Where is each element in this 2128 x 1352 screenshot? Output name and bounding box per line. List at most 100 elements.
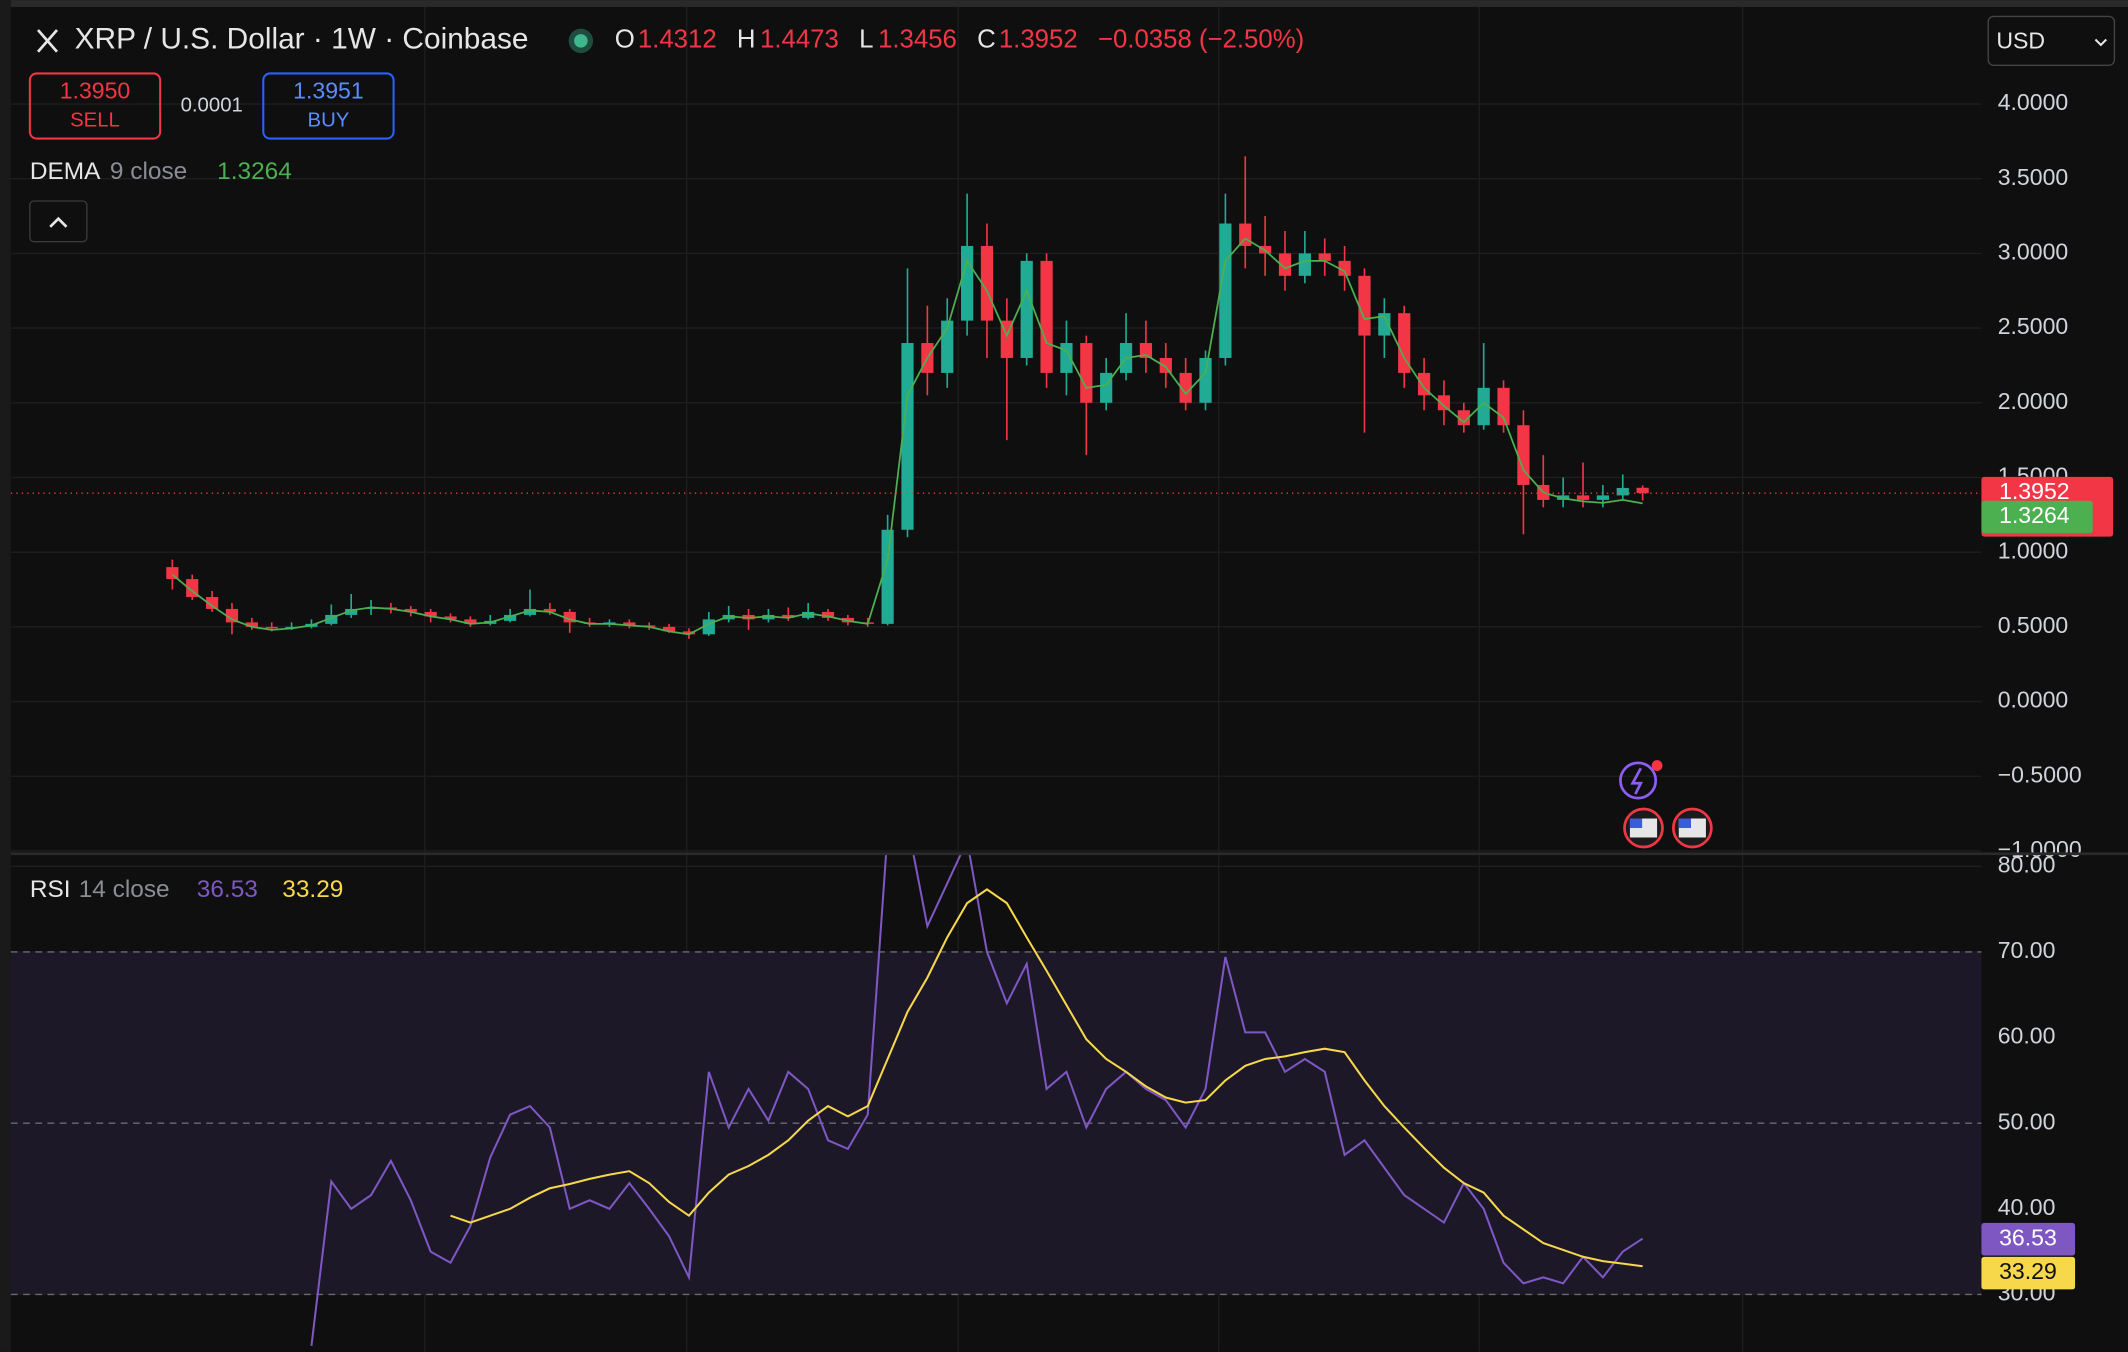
candle-body <box>1437 395 1451 411</box>
candle-body <box>1060 343 1073 373</box>
candle-body <box>881 529 894 624</box>
ohlc-label: H <box>737 26 756 54</box>
buy-button[interactable] <box>262 72 395 140</box>
candle-body <box>1159 357 1172 373</box>
close-icon[interactable] <box>36 29 59 53</box>
y-tick-label: 3.0000 <box>1998 239 2069 265</box>
currency-chevron <box>2094 38 2108 47</box>
y-tick-label: −1.0000 <box>1998 836 2082 862</box>
ohlc-value: 1.3456 <box>878 26 957 54</box>
candle-body <box>404 608 417 612</box>
ohlc-value: 1.4473 <box>760 26 839 54</box>
candle-body <box>1636 487 1649 494</box>
candles <box>166 156 1649 639</box>
y-tick-label: 60.00 <box>1998 1023 2056 1049</box>
candle-body <box>1219 223 1232 358</box>
dema-tag <box>1981 500 2093 534</box>
rsi-name: RSI <box>30 876 71 903</box>
rsi-tag <box>1981 1256 2076 1290</box>
candle-body <box>1477 387 1490 426</box>
price-change: −0.0358 (−2.50%) <box>1098 26 1304 54</box>
candle-body <box>1517 425 1530 485</box>
overlay: XRP / U.S. Dollar · 1W · Coinbase 1.3950… <box>28 15 2116 1290</box>
candle-body <box>1020 260 1033 358</box>
candle-body <box>1080 343 1093 403</box>
ohlc-label: C <box>977 26 996 54</box>
y-tick-label: 2.5000 <box>1998 313 2069 339</box>
symbol-title: XRP / U.S. Dollar · 1W · Coinbase <box>75 23 529 56</box>
event-icon[interactable] <box>1619 761 1658 800</box>
rsi-lines <box>310 855 1644 1346</box>
collapse-icon <box>49 216 68 228</box>
spread: 0.0001 <box>181 94 243 116</box>
candle-body <box>1040 260 1053 373</box>
candle-body <box>1398 313 1411 373</box>
dema-line <box>171 237 1643 636</box>
rsi-legend-value: 33.29 <box>282 876 343 903</box>
candle-body <box>682 631 696 635</box>
price-pane: 4.00003.50003.00002.50002.00001.50001.00… <box>10 89 2082 862</box>
flag-canton <box>1678 818 1691 828</box>
candle-body <box>980 245 994 321</box>
y-tick-label: 4.0000 <box>1998 89 2069 115</box>
candle-body <box>504 614 517 621</box>
candle-body <box>265 626 278 629</box>
candle-body <box>225 608 239 623</box>
rsi-params: 14 close <box>79 876 170 903</box>
dema-name: DEMA <box>30 158 101 185</box>
rsi-line <box>450 888 1643 1268</box>
y-tick-label: 0.5000 <box>1998 612 2069 638</box>
candle-body <box>523 608 537 615</box>
dema-tag-value: 1.3264 <box>1999 502 2070 528</box>
ohlc-value: 1.4312 <box>638 26 717 54</box>
candle-body <box>802 611 815 618</box>
candle-body <box>782 614 795 618</box>
y-tick-label: 80.00 <box>1998 851 2056 877</box>
candle-body <box>1139 343 1153 358</box>
candle-body <box>1596 495 1610 500</box>
candle-body <box>1100 372 1113 403</box>
y-tick-label: 50.00 <box>1998 1108 2056 1134</box>
rsi-tag <box>1981 1222 2076 1256</box>
candle-body <box>424 611 437 617</box>
y-tick-label: 0.0000 <box>1998 687 2069 713</box>
buy-label: BUY <box>308 109 350 131</box>
candle-body <box>1378 313 1391 336</box>
y-tick-label: −0.5000 <box>1998 761 2082 787</box>
rsi-tag-value: 36.53 <box>1999 1224 2057 1250</box>
currency-select[interactable] <box>1987 15 2116 66</box>
candle-body <box>1457 410 1470 426</box>
y-tick-label: 2.0000 <box>1998 388 2069 414</box>
y-tick-label: 1.0000 <box>1998 537 2069 563</box>
ohlc-value: 1.3952 <box>999 26 1078 54</box>
rsi-tag-value: 33.29 <box>1999 1258 2057 1284</box>
status-dot <box>574 34 588 48</box>
dema-params: 9 close <box>110 158 187 185</box>
currency: USD <box>1996 27 2045 53</box>
sell-button[interactable] <box>28 72 162 140</box>
event-bolt <box>1630 767 1643 795</box>
sell-price: 1.3950 <box>60 78 131 104</box>
flag-canton <box>1629 818 1643 828</box>
candle-body <box>1179 372 1192 403</box>
candle-body <box>166 567 179 580</box>
collapse-button[interactable] <box>29 200 88 243</box>
last-price-tag-value: 1.3952 <box>1999 478 2070 504</box>
ohlc-label: L <box>859 26 873 54</box>
candle-body <box>543 608 556 612</box>
candle-body <box>1199 357 1212 403</box>
candle-body <box>345 608 358 615</box>
sell-label: SELL <box>70 109 120 131</box>
ohlc-label: O <box>615 26 635 54</box>
candle-body <box>464 619 477 624</box>
y-tick-label: 3.5000 <box>1998 164 2069 190</box>
candle-body <box>563 611 576 623</box>
dema-value: 1.3264 <box>217 158 292 185</box>
candle-body <box>444 616 457 620</box>
candle-body <box>1318 253 1331 261</box>
candle-body <box>325 614 338 624</box>
candle-body <box>623 622 636 626</box>
